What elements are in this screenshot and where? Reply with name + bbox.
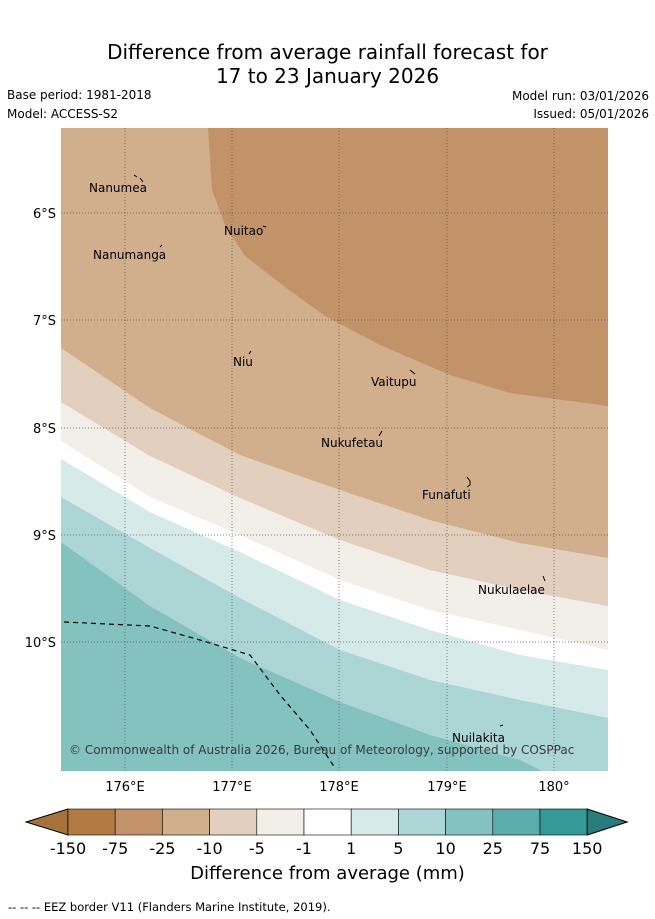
lat-tick-label: 9°S: [33, 529, 56, 544]
place-labels: Nanumea Nuitao Nanumanga Niu Vaitupu Nuk…: [89, 181, 545, 745]
colorbar-swatch: [303, 808, 352, 836]
place-label-niu: Niu: [233, 355, 253, 369]
eez-border: [63, 621, 336, 769]
lon-tick-label: 180°: [538, 780, 569, 795]
place-label-nukulaelae: Nukulaelae: [478, 583, 545, 597]
title-line-1: Difference from average rainfall forecas…: [107, 40, 548, 64]
place-label-vaitupu: Vaitupu: [371, 375, 417, 389]
colorbar-swatch: [445, 808, 494, 836]
colorbar-swatch: [539, 808, 588, 836]
eez-legend-note: -- -- -- EEZ border V11 (Flanders Marine…: [8, 900, 331, 914]
base-period: Base period: 1981-2018: [7, 88, 152, 102]
colorbar-tick-label: -5: [249, 839, 265, 858]
model-run: Model run: 03/01/2026: [511, 89, 649, 103]
lon-tick-labels: 176°E 177°E 178°E 179°E 180°: [105, 780, 569, 795]
lon-tick-label: 176°E: [105, 780, 145, 795]
colorbar-tick-label: -10: [197, 839, 223, 858]
island-shape: [542, 575, 546, 582]
colorbar-tick-label: 1: [346, 839, 356, 858]
colorbar-tick-label: -75: [102, 839, 128, 858]
title-line-2: 17 to 23 January 2026: [215, 64, 440, 88]
map-title: Difference from average rainfall forecas…: [0, 40, 655, 88]
island-shape: [248, 350, 252, 355]
lat-tick-label: 7°S: [33, 314, 56, 329]
colorbar-tick-label: -150: [50, 839, 86, 858]
island-shape: [262, 225, 267, 228]
lon-tick-label: 179°E: [427, 780, 467, 795]
colorbar-swatch: [114, 808, 163, 836]
lon-tick-label: 178°E: [319, 780, 359, 795]
colorbar-tick-label: 5: [393, 839, 403, 858]
model-name: Model: ACCESS-S2: [7, 107, 119, 121]
place-label-nanumanga: Nanumanga: [93, 248, 166, 262]
rainfall-contours: [61, 128, 608, 771]
lat-tick-labels: 6°S 7°S 8°S 9°S 10°S: [25, 207, 56, 651]
issued-date: Issued: 05/01/2026: [533, 107, 649, 121]
colorbar-tick-label: 75: [530, 839, 550, 858]
graticule: [61, 128, 608, 771]
colorbar-swatch: [492, 808, 541, 836]
colorbar-tick-label: 150: [572, 839, 603, 858]
map-figure: Nanumea Nuitao Nanumanga Niu Vaitupu Nuk…: [24, 128, 629, 858]
place-label-nanumea: Nanumea: [89, 181, 147, 195]
colorbar-swatch: [67, 808, 116, 836]
colorbar-swatch: [256, 808, 305, 836]
colorbar-tick-label: -1: [296, 839, 312, 858]
colorbar-swatch: [162, 808, 210, 836]
lon-tick-label: 177°E: [212, 780, 252, 795]
place-label-nuilakita: Nuilakita: [452, 731, 505, 745]
colorbar-arrow-high: [586, 808, 629, 836]
place-label-nuitao: Nuitao: [224, 224, 263, 238]
colorbar: -150 -75 -25 -10 -5 -1 1 5 10 25 75 150: [24, 808, 629, 858]
island-shape: [159, 244, 163, 248]
colorbar-tick-label: 25: [483, 839, 503, 858]
lat-tick-label: 10°S: [25, 636, 56, 651]
island-shape: [466, 476, 471, 488]
colorbar-tick-label: -25: [149, 839, 175, 858]
island-shape: [409, 369, 416, 375]
lat-tick-label: 6°S: [33, 207, 56, 222]
colorbar-tick-label: 10: [435, 839, 455, 858]
island-shape: [499, 724, 504, 727]
colorbar-swatch: [350, 808, 399, 836]
island-shape: [133, 174, 144, 183]
place-label-funafuti: Funafuti: [422, 488, 471, 502]
lat-tick-label: 8°S: [33, 422, 56, 437]
colorbar-title: Difference from average (mm): [190, 863, 465, 884]
copyright-notice: © Commonwealth of Australia 2026, Bureau…: [69, 743, 574, 757]
colorbar-swatch: [398, 808, 446, 836]
island-outlines: [133, 174, 546, 727]
place-label-nukufetau: Nukufetau: [321, 436, 383, 450]
colorbar-arrow-low: [24, 808, 69, 836]
island-shape: [378, 430, 383, 437]
band-minus75-to-minus25: [208, 128, 608, 406]
colorbar-swatch: [209, 808, 258, 836]
